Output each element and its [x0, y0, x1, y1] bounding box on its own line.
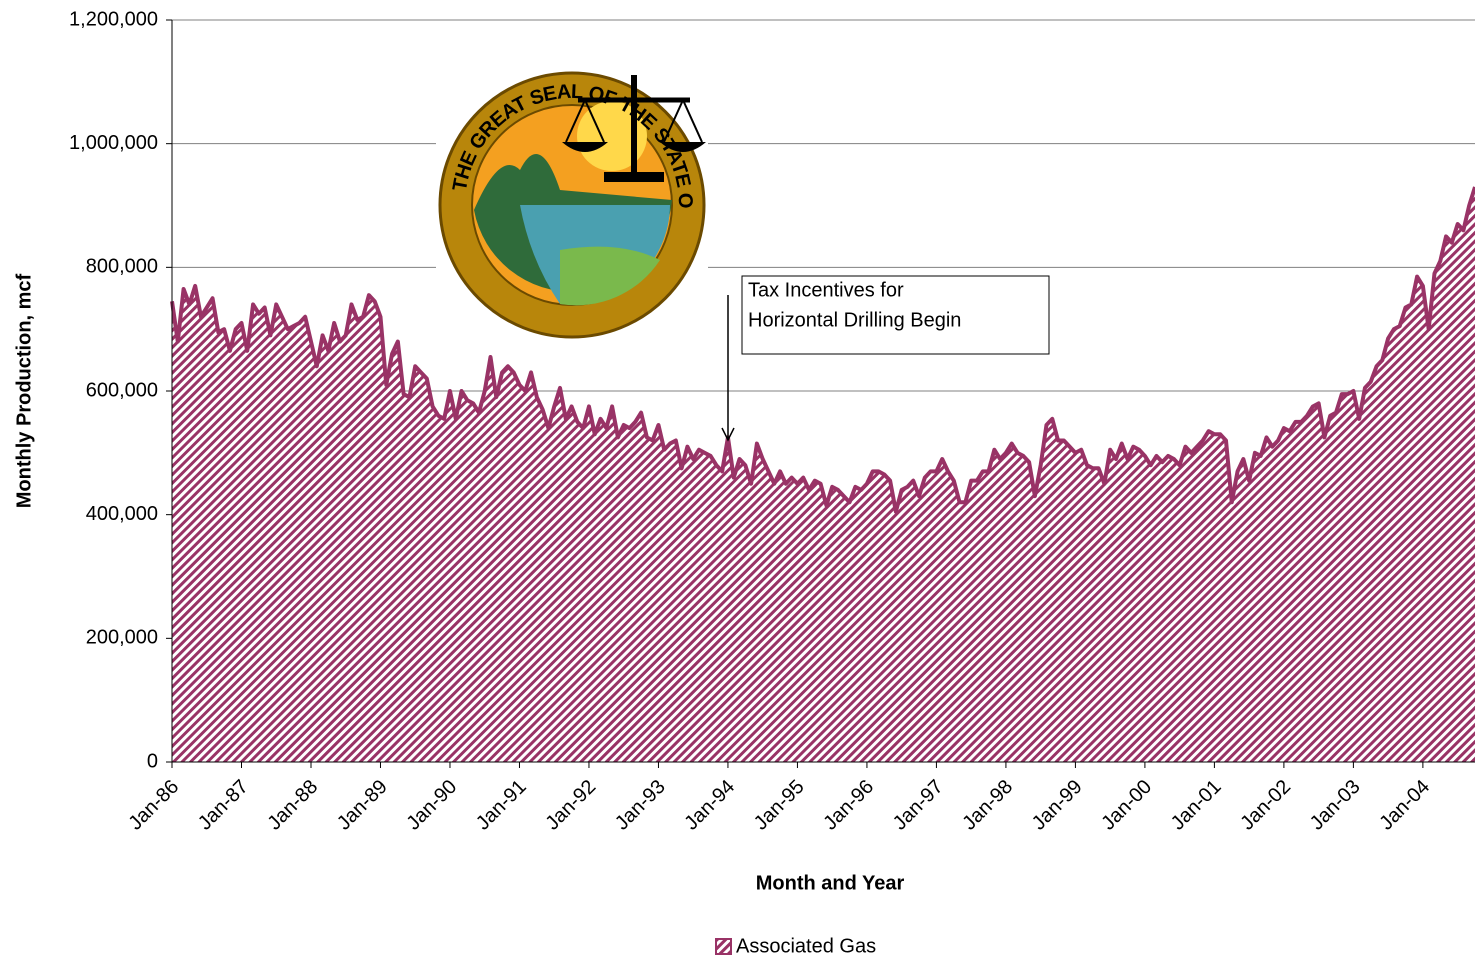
x-tick-label: Jan-03	[1306, 776, 1365, 835]
x-tick-label: Jan-99	[1028, 776, 1087, 835]
x-tick-label: Jan-98	[958, 776, 1017, 835]
x-tick-label: Jan-96	[819, 776, 878, 835]
annotation-box	[741, 275, 1050, 355]
x-tick-label: Jan-00	[1097, 776, 1156, 835]
x-tick-label: Jan-97	[889, 776, 948, 835]
x-tick-label: Jan-91	[472, 776, 531, 835]
x-tick-label: Jan-88	[263, 776, 322, 835]
x-tick-label: Jan-87	[194, 776, 253, 835]
x-tick-label: Jan-04	[1375, 776, 1434, 835]
x-tick-label: Jan-95	[750, 776, 809, 835]
y-tick-label: 200,000	[86, 627, 158, 649]
x-tick-label: Jan-89	[333, 776, 392, 835]
y-tick-label: 800,000	[86, 256, 158, 278]
annotation-text: Tax Incentives for	[748, 279, 904, 301]
legend-label: Associated Gas	[736, 935, 876, 957]
area	[172, 186, 1475, 762]
y-tick-label: 1,200,000	[69, 8, 158, 30]
legend-swatch	[715, 938, 732, 955]
y-tick-label: 600,000	[86, 379, 158, 401]
x-tick-label: Jan-02	[1236, 776, 1295, 835]
y-axis-title: Monthly Production, mcf	[13, 273, 35, 508]
annotation-arrowhead	[721, 427, 735, 442]
x-tick-label: Jan-94	[680, 776, 739, 835]
x-tick-label: Jan-90	[402, 776, 461, 835]
seal: THE GREAT SEAL OF THE STATE OF MONTANA	[0, 0, 706, 339]
x-axis-title: Month and Year	[756, 872, 905, 894]
y-tick-label: 0	[147, 750, 158, 772]
y-tick-label: 400,000	[86, 503, 158, 525]
y-tick-label: 1,000,000	[69, 132, 158, 154]
x-tick-label: Jan-93	[611, 776, 670, 835]
x-tick-label: Jan-92	[541, 776, 600, 835]
x-tick-label: Jan-01	[1167, 776, 1226, 835]
annotation-text: Horizontal Drilling Begin	[748, 309, 961, 331]
x-tick-label: Jan-86	[124, 776, 183, 835]
area-outline	[170, 186, 1475, 514]
